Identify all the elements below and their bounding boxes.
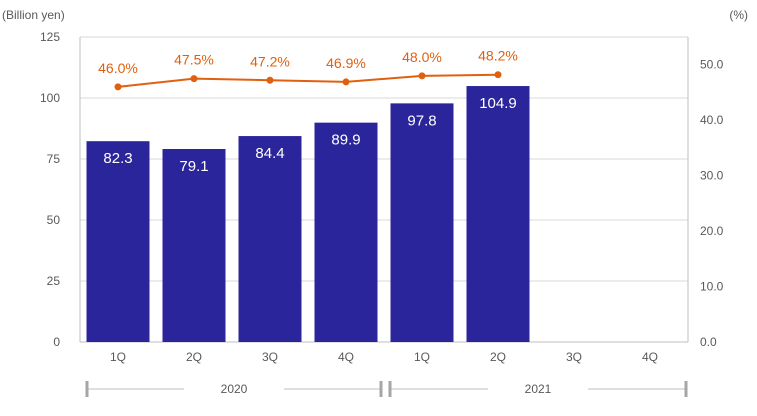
- left-tick-label: 125: [40, 30, 60, 44]
- x-tick-label: 4Q: [338, 350, 354, 364]
- line-point: [114, 83, 122, 91]
- x-tick-label: 1Q: [414, 350, 430, 364]
- year-group-label: 2021: [525, 382, 552, 396]
- line-point: [494, 71, 502, 79]
- left-tick-label: 100: [40, 91, 60, 105]
- bar-value-label: 79.1: [179, 158, 208, 175]
- left-tick-label: 50: [47, 213, 61, 227]
- left-axis-unit: (Billion yen): [2, 8, 65, 22]
- right-tick-label: 40.0: [700, 113, 724, 127]
- line-point: [190, 75, 198, 83]
- right-tick-label: 20.0: [700, 224, 724, 238]
- bar: [466, 86, 530, 342]
- line-value-label: 47.5%: [174, 52, 214, 68]
- line-value-label: 46.0%: [98, 60, 138, 76]
- left-tick-label: 25: [47, 274, 61, 288]
- x-tick-label: 2Q: [490, 350, 506, 364]
- right-tick-label: 10.0: [700, 280, 724, 294]
- line-value-label: 46.9%: [326, 55, 366, 71]
- bar: [314, 122, 378, 342]
- right-axis-unit: (%): [729, 8, 748, 22]
- line-point: [266, 76, 274, 84]
- bar: [86, 141, 150, 342]
- x-tick-label: 4Q: [642, 350, 658, 364]
- line-point: [342, 78, 350, 86]
- line-value-label: 47.2%: [250, 53, 290, 69]
- bar: [238, 136, 302, 342]
- bar: [162, 148, 226, 342]
- line-value-label: 48.2%: [478, 48, 518, 64]
- bar-value-label: 104.9: [479, 95, 517, 112]
- right-tick-label: 50.0: [700, 58, 724, 72]
- bar-value-label: 82.3: [103, 150, 132, 167]
- x-tick-label: 3Q: [262, 350, 278, 364]
- x-tick-label: 3Q: [566, 350, 582, 364]
- left-tick-label: 75: [47, 152, 61, 166]
- right-tick-label: 0.0: [700, 335, 717, 349]
- bar-value-label: 89.9: [331, 132, 360, 149]
- bar-value-label: 84.4: [255, 145, 284, 162]
- line-value-label: 48.0%: [402, 49, 442, 65]
- left-tick-label: 0: [53, 335, 60, 349]
- x-tick-label: 2Q: [186, 350, 202, 364]
- bar: [390, 103, 454, 342]
- x-tick-label: 1Q: [110, 350, 126, 364]
- year-group-label: 2020: [221, 382, 248, 396]
- line-series: [117, 73, 499, 88]
- line-point: [418, 72, 426, 80]
- right-tick-label: 30.0: [700, 169, 724, 183]
- bar-value-label: 97.8: [407, 112, 436, 129]
